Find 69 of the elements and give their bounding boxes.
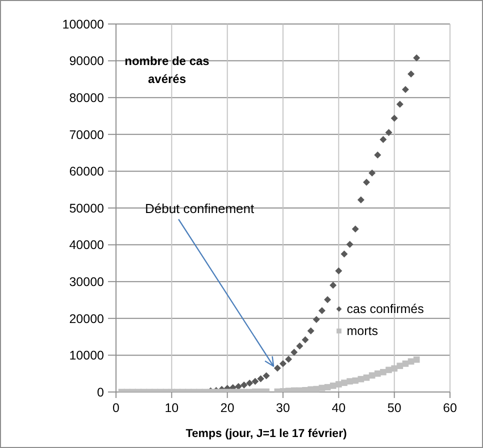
point <box>413 54 420 62</box>
point <box>357 196 364 204</box>
y-tick-label: 10000 <box>69 348 104 363</box>
point <box>346 240 354 248</box>
point <box>368 170 376 177</box>
point <box>252 378 259 385</box>
point <box>352 225 359 232</box>
y-tick-label: 60000 <box>69 164 104 179</box>
point <box>335 267 342 274</box>
annotation: Début confinement <box>144 201 254 216</box>
point <box>341 380 348 386</box>
x-tick-label: 0 <box>112 400 120 415</box>
point <box>324 384 331 390</box>
point <box>290 348 298 356</box>
y-tick-label: 0 <box>97 385 104 400</box>
point <box>380 368 386 376</box>
point <box>346 378 353 384</box>
x-tick-label: 20 <box>220 400 234 415</box>
point <box>330 382 336 389</box>
point <box>274 364 281 372</box>
y-tick-label: 30000 <box>69 275 104 290</box>
point <box>380 136 387 144</box>
point <box>363 374 370 381</box>
x-tick-label: 60 <box>443 400 457 415</box>
point <box>302 336 309 344</box>
point <box>280 360 286 368</box>
legend-label: morts <box>346 324 378 338</box>
point <box>312 316 320 324</box>
point <box>307 327 314 334</box>
point <box>340 250 348 258</box>
y-tick-label: 100000 <box>62 17 104 32</box>
point <box>408 70 415 78</box>
point <box>318 307 326 314</box>
point <box>352 377 359 384</box>
point <box>246 380 254 387</box>
y-tick-label: 80000 <box>69 91 104 106</box>
x-tick-label: 40 <box>332 400 346 415</box>
x-axis-title: Temps (jour, J=1 le 17 février) <box>184 428 348 440</box>
point <box>396 362 404 370</box>
point <box>402 360 409 367</box>
x-tick-label: 10 <box>164 400 179 415</box>
y-tick-label: 90000 <box>69 54 104 68</box>
point <box>385 129 392 136</box>
point <box>330 282 337 289</box>
point <box>234 382 242 390</box>
point <box>374 370 381 377</box>
point <box>240 382 248 389</box>
point <box>296 342 304 350</box>
point <box>402 86 409 94</box>
x-tick-label: 30 <box>276 400 290 415</box>
y-tick-label: 40000 <box>69 238 104 252</box>
point <box>413 356 420 363</box>
y-tick-label: 20000 <box>69 312 104 326</box>
point <box>396 100 404 108</box>
y-tick-label: 70000 <box>69 128 104 142</box>
point <box>324 296 332 304</box>
point <box>285 356 292 363</box>
point <box>390 114 398 122</box>
point <box>313 386 320 392</box>
x-tick-label: 50 <box>387 400 402 415</box>
y-tick-label: 50000 <box>69 201 104 216</box>
point <box>262 372 270 380</box>
point <box>358 376 364 382</box>
point <box>363 178 370 186</box>
point <box>257 375 264 382</box>
legend-label: cas confirmés <box>346 302 424 316</box>
y-axis-title: nombre de cas avérés <box>124 53 210 88</box>
point <box>374 152 382 159</box>
point <box>336 381 342 388</box>
